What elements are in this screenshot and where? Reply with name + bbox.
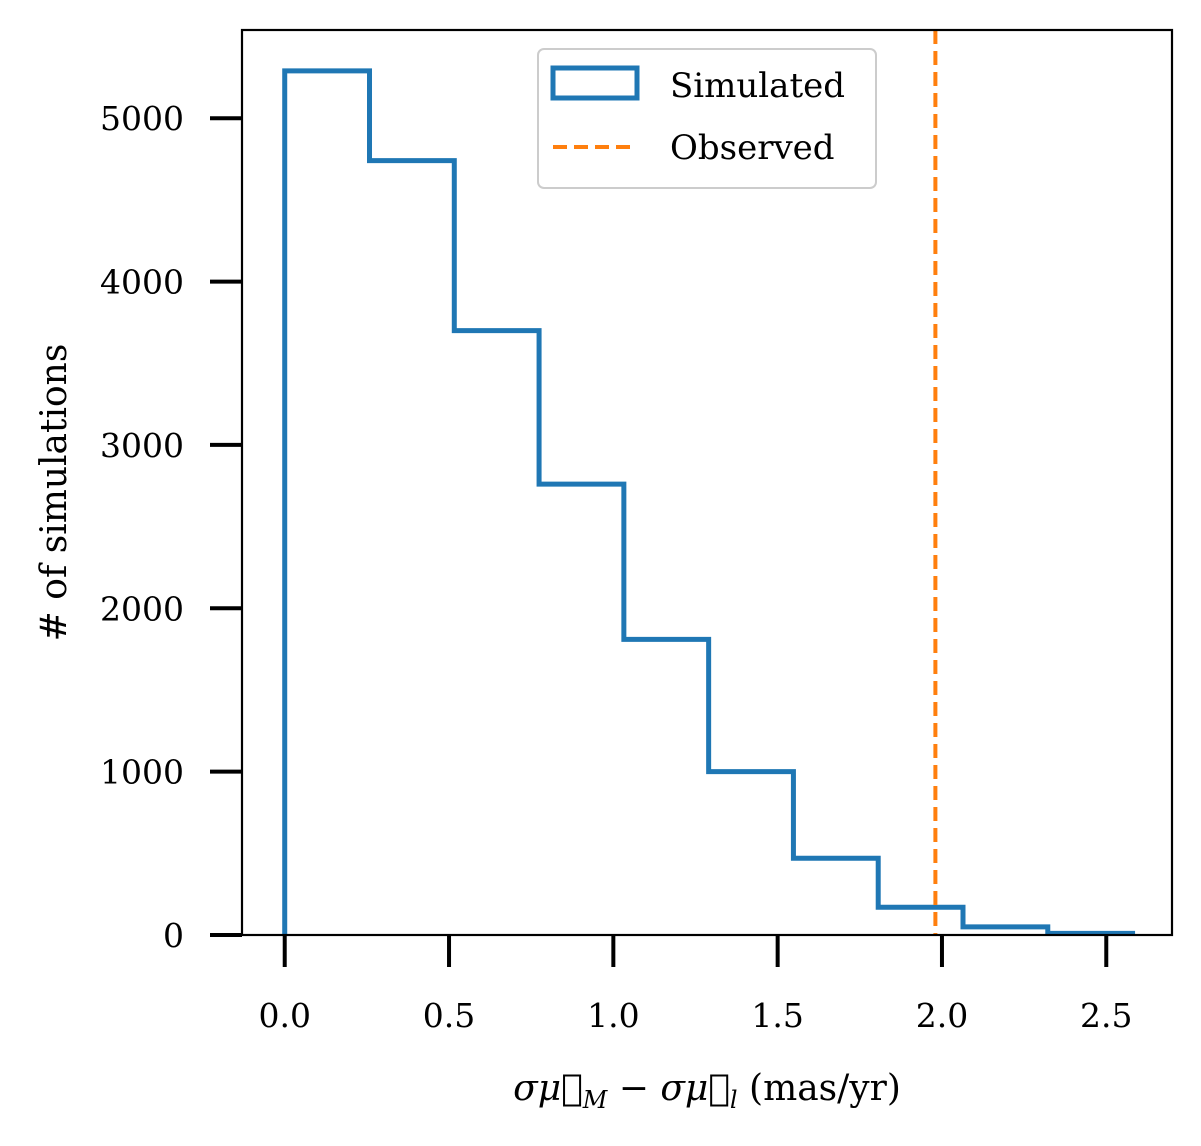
x-tick-label: 0.0 (258, 996, 310, 1035)
y-tick-label: 4000 (100, 263, 184, 302)
y-axis-label: # of simulations (34, 344, 75, 642)
plot-area (282, 30, 1136, 936)
x-tick-label: 1.0 (587, 996, 639, 1035)
x-tick-label: 2.5 (1080, 996, 1132, 1035)
y-tick-label: 5000 (100, 99, 184, 138)
y-tick-label: 3000 (100, 426, 184, 465)
x-tick-label: 0.5 (423, 996, 475, 1035)
histogram-bin (624, 639, 709, 935)
x-axis-label: σμ⃗M − σμ⃗l (mas/yr) (513, 1068, 901, 1114)
y-tick-label: 1000 (100, 753, 184, 792)
y-tick-label: 2000 (100, 589, 184, 628)
histogram-bin (285, 71, 370, 935)
histogram-bin (539, 484, 624, 935)
x-axis-ticks: 0.0 0.5 1.0 1.5 2.0 2.5 (258, 935, 1133, 1035)
histogram-bin (709, 772, 794, 935)
histogram-step-line (282, 68, 1136, 936)
histogram-bin (878, 907, 963, 935)
histogram-bin (370, 161, 455, 935)
y-tick-label: 0 (163, 916, 184, 955)
legend-swatch-simulated (550, 65, 640, 101)
histogram-bin (963, 927, 1048, 935)
axes-frame (240, 28, 1174, 937)
histogram-bin (793, 858, 878, 935)
x-tick-label: 2.0 (916, 996, 968, 1035)
legend-label-observed: Observed (670, 128, 835, 168)
legend-box (537, 48, 877, 189)
x-tick-label: 1.5 (751, 996, 803, 1035)
legend-label-simulated: Simulated (670, 66, 845, 106)
legend: Simulated Observed (537, 48, 877, 189)
y-axis-ticks: 0 1000 2000 3000 4000 5000 (100, 99, 242, 955)
histogram-bin (454, 331, 539, 935)
